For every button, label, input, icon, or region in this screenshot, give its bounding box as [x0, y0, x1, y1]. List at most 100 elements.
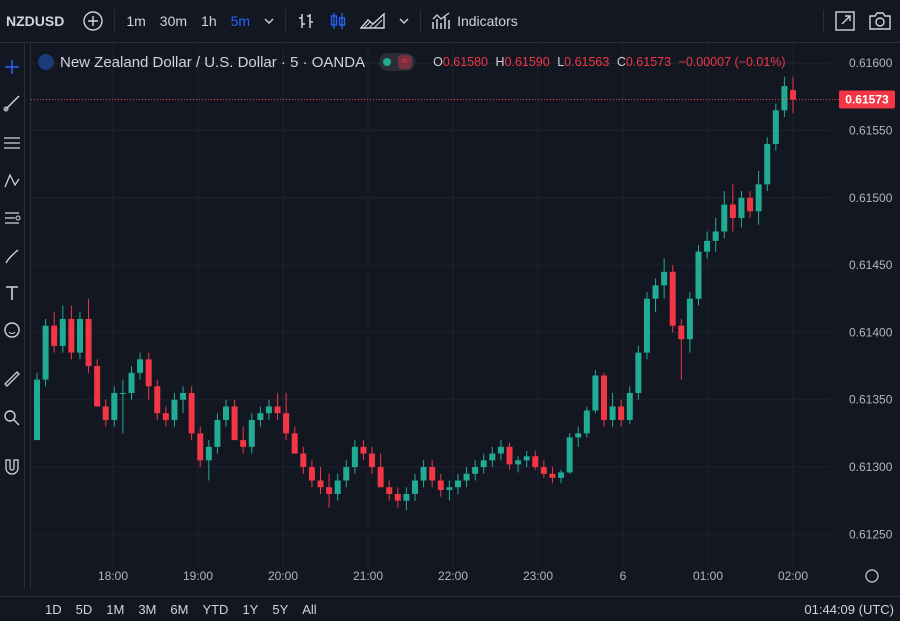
candle-body [154, 386, 161, 414]
top-toolbar: NZDUSD 1m 30m 1h 5m [0, 0, 900, 43]
crosshair-icon[interactable] [2, 57, 22, 77]
emoji-icon[interactable] [2, 320, 22, 340]
candle-body [291, 433, 298, 454]
price-chart[interactable]: 0.61600 0.61550 0.61500 0.61450 0.61400 0.613… [31, 43, 900, 588]
add-symbol-button[interactable] [76, 0, 110, 42]
candle-body [618, 406, 625, 420]
candle-body [59, 318, 66, 346]
candle-body [128, 372, 135, 393]
timeframe-dropdown[interactable] [257, 0, 281, 42]
candle-body [704, 240, 711, 252]
candle-body [334, 480, 341, 494]
close-value: 0.61573 [625, 55, 672, 69]
market-open-dot-icon [382, 58, 391, 66]
candle-body [265, 406, 272, 414]
range-3m[interactable]: 3M [138, 601, 157, 617]
candle-body [317, 480, 324, 488]
candle-body [308, 467, 315, 481]
indicators-button[interactable]: Indicators [425, 0, 524, 42]
brush-icon[interactable] [2, 246, 22, 266]
candle-body [283, 413, 290, 434]
range-1d[interactable]: 1D [45, 601, 62, 617]
candle-body [454, 480, 461, 488]
projection-icon[interactable] [2, 208, 22, 228]
candle-body [532, 456, 539, 468]
candle-body [145, 359, 152, 387]
candle-body [231, 406, 238, 441]
fullscreen-button[interactable] [828, 0, 862, 42]
bar-chart-button[interactable] [290, 0, 322, 42]
x-tick-label: 02:00 [778, 569, 808, 583]
range-6m[interactable]: 6M [170, 601, 189, 617]
toolbar-divider [114, 10, 116, 32]
chart-pane[interactable]: 0.61600 0.61550 0.61500 0.61450 0.61400 0.613… [30, 43, 900, 588]
range-all[interactable]: All [302, 601, 317, 617]
y-tick-label: 0.61250 [849, 527, 893, 541]
area-icon [360, 12, 385, 29]
candle-body [635, 352, 642, 393]
trendline-icon[interactable] [2, 93, 22, 113]
ruler-icon[interactable] [2, 369, 22, 389]
area-chart-button[interactable] [354, 0, 392, 42]
chevron-down-icon [399, 18, 409, 24]
candle-body [463, 473, 470, 481]
delayed-data-icon: ≈ [397, 55, 412, 69]
pattern-icon[interactable] [2, 171, 22, 191]
candle-body [214, 419, 221, 447]
candle-body [197, 433, 204, 461]
timeframe-1m[interactable]: 1m [126, 13, 146, 29]
magnet-icon[interactable] [2, 457, 22, 477]
fullscreen-icon [835, 11, 855, 31]
range-1m[interactable]: 1M [106, 601, 125, 617]
candle-body [661, 271, 668, 286]
high-value: 0.61590 [504, 55, 550, 69]
candle-body [480, 460, 487, 468]
y-tick-label: 0.61500 [849, 191, 893, 205]
utc-clock[interactable]: 01:44:09 (UTC) [804, 602, 894, 617]
candle-body [34, 379, 40, 441]
candle-body [76, 318, 83, 353]
timeframe-30m[interactable]: 30m [159, 13, 188, 29]
chart-type-dropdown[interactable] [392, 0, 416, 42]
range-5y[interactable]: 5Y [272, 601, 289, 617]
low-value: 0.61563 [564, 55, 610, 69]
settings-gear-icon[interactable] [865, 569, 879, 583]
toolbar-divider [420, 10, 422, 32]
timeframe-5m[interactable]: 5m [230, 13, 251, 29]
y-tick-label: 0.61450 [849, 258, 893, 272]
candle-body [111, 393, 118, 420]
candle-body [386, 487, 393, 494]
candle-body [489, 453, 496, 461]
range-ytd[interactable]: YTD [202, 601, 229, 617]
candle-body [85, 318, 92, 367]
candles-button[interactable] [322, 0, 354, 42]
candle-body [119, 393, 126, 394]
fib-icon[interactable] [2, 133, 22, 153]
range-1y[interactable]: 1Y [242, 601, 259, 617]
timeframe-1h[interactable]: 1h [201, 13, 217, 29]
x-tick-label: 23:00 [523, 569, 553, 583]
candle-body [102, 406, 109, 420]
candle-body [515, 460, 522, 465]
x-tick-label: 01:00 [693, 569, 723, 583]
candle-body [351, 446, 358, 468]
candle-body [609, 406, 616, 420]
nz-us-flag-icon [38, 54, 54, 70]
range-5d[interactable]: 5D [75, 601, 93, 617]
close-label: C [616, 55, 626, 69]
candle-body [360, 446, 367, 454]
market-status-pill[interactable]: ≈ [379, 53, 416, 71]
candle-body [446, 487, 453, 490]
x-tick-label: 18:00 [98, 569, 128, 583]
candle-body [583, 410, 590, 434]
indicators-label: Indicators [457, 13, 518, 29]
candle-body [772, 110, 779, 144]
instrument-title[interactable]: New Zealand Dollar / U.S. Dollar · 5 · O… [60, 53, 366, 71]
symbol-search-button[interactable]: NZDUSD [6, 13, 65, 29]
x-tick-label: 20:00 [268, 569, 298, 583]
indicators-icon [432, 12, 450, 29]
text-icon[interactable] [2, 283, 22, 303]
zoom-icon[interactable] [2, 408, 22, 428]
candle-body [429, 467, 436, 481]
snapshot-button[interactable] [862, 0, 900, 42]
